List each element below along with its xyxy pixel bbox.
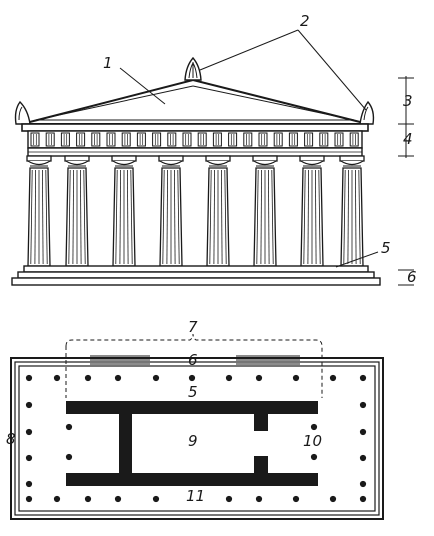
label-acroteria: 2 — [300, 12, 310, 30]
label-plan-10: 10 — [303, 432, 322, 450]
triglyph — [349, 132, 359, 147]
acroterion-top — [184, 56, 202, 81]
triglyph — [106, 132, 116, 147]
elevation-leaders — [119, 29, 379, 268]
plan-column — [25, 401, 33, 409]
column — [252, 155, 278, 267]
plan-column — [152, 495, 160, 503]
plan-column — [359, 454, 367, 462]
triglyph — [167, 132, 177, 147]
plan-column — [359, 428, 367, 436]
bracket-7 — [65, 333, 323, 398]
triglyph — [243, 132, 253, 147]
plan-outer-step — [10, 357, 384, 520]
plan-column — [292, 495, 300, 503]
label-stylobate-5: 5 — [381, 239, 391, 257]
naos-walls — [66, 401, 318, 486]
label-plan-9: 9 — [188, 432, 198, 450]
triglyph — [334, 132, 344, 147]
column — [205, 155, 231, 267]
temple-elevation — [11, 29, 414, 286]
triglyph — [121, 132, 131, 147]
label-plan-11: 11 — [186, 487, 205, 505]
plan-middle-step — [14, 361, 380, 516]
plan-column — [84, 374, 92, 382]
colonnade — [26, 155, 365, 267]
label-plan-8: 8 — [6, 430, 16, 448]
acroterion-left — [14, 100, 31, 125]
triglyph — [60, 132, 70, 147]
plan-column — [114, 374, 122, 382]
plan-column — [53, 495, 61, 503]
label-dim-6: 6 — [407, 268, 417, 286]
label-plan-7: 7 — [188, 318, 198, 336]
plan-column — [329, 374, 337, 382]
plan-column — [225, 374, 233, 382]
plan-column — [53, 374, 61, 382]
triglyph — [76, 132, 86, 147]
column — [111, 155, 137, 267]
plan-column — [359, 401, 367, 409]
plan-column — [152, 374, 160, 382]
triglyph — [30, 132, 40, 147]
plan-column — [114, 495, 122, 503]
column — [158, 155, 184, 267]
plan-column — [25, 374, 33, 382]
label-plan-5: 5 — [188, 383, 198, 401]
plan-column — [25, 480, 33, 488]
triglyph — [273, 132, 283, 147]
plan-column — [65, 423, 73, 431]
plan-column — [84, 495, 92, 503]
plan-column — [188, 374, 196, 382]
column — [26, 155, 52, 267]
label-dim-3: 3 — [403, 92, 413, 110]
stylobate-steps — [11, 265, 381, 286]
triglyph — [136, 132, 146, 147]
pronaos-lines — [90, 355, 300, 365]
plan-column — [329, 495, 337, 503]
dimension-marks — [398, 76, 414, 286]
plan-column — [310, 453, 318, 461]
frieze-triglyphs — [30, 132, 359, 147]
plan-column — [310, 423, 318, 431]
triglyph — [304, 132, 314, 147]
plan-column — [359, 480, 367, 488]
plan-column — [25, 454, 33, 462]
plan-stylobate — [18, 365, 376, 512]
plan-column — [359, 495, 367, 503]
triglyph — [258, 132, 268, 147]
triglyph — [212, 132, 222, 147]
column — [64, 155, 90, 267]
entablature — [21, 123, 369, 157]
plan-column — [255, 374, 263, 382]
label-dim-4: 4 — [403, 130, 413, 148]
plan-peristyle-columns — [25, 374, 367, 503]
triglyph — [197, 132, 207, 147]
plan-column — [65, 453, 73, 461]
acroterion-right — [359, 100, 375, 125]
plan-column — [25, 495, 33, 503]
plan-column — [292, 374, 300, 382]
label-plan-6: 6 — [188, 351, 198, 369]
triglyph — [319, 132, 329, 147]
triglyph — [182, 132, 192, 147]
plan-column — [359, 374, 367, 382]
plan-column — [255, 495, 263, 503]
column — [339, 155, 365, 267]
triglyph — [228, 132, 238, 147]
triglyph — [91, 132, 101, 147]
label-pediment: 1 — [103, 54, 113, 72]
plan-column — [25, 428, 33, 436]
triglyph — [288, 132, 298, 147]
plan-column — [225, 495, 233, 503]
temple-plan — [10, 333, 384, 520]
pediment — [21, 78, 369, 125]
triglyph — [152, 132, 162, 147]
column — [299, 155, 325, 267]
triglyph — [45, 132, 55, 147]
